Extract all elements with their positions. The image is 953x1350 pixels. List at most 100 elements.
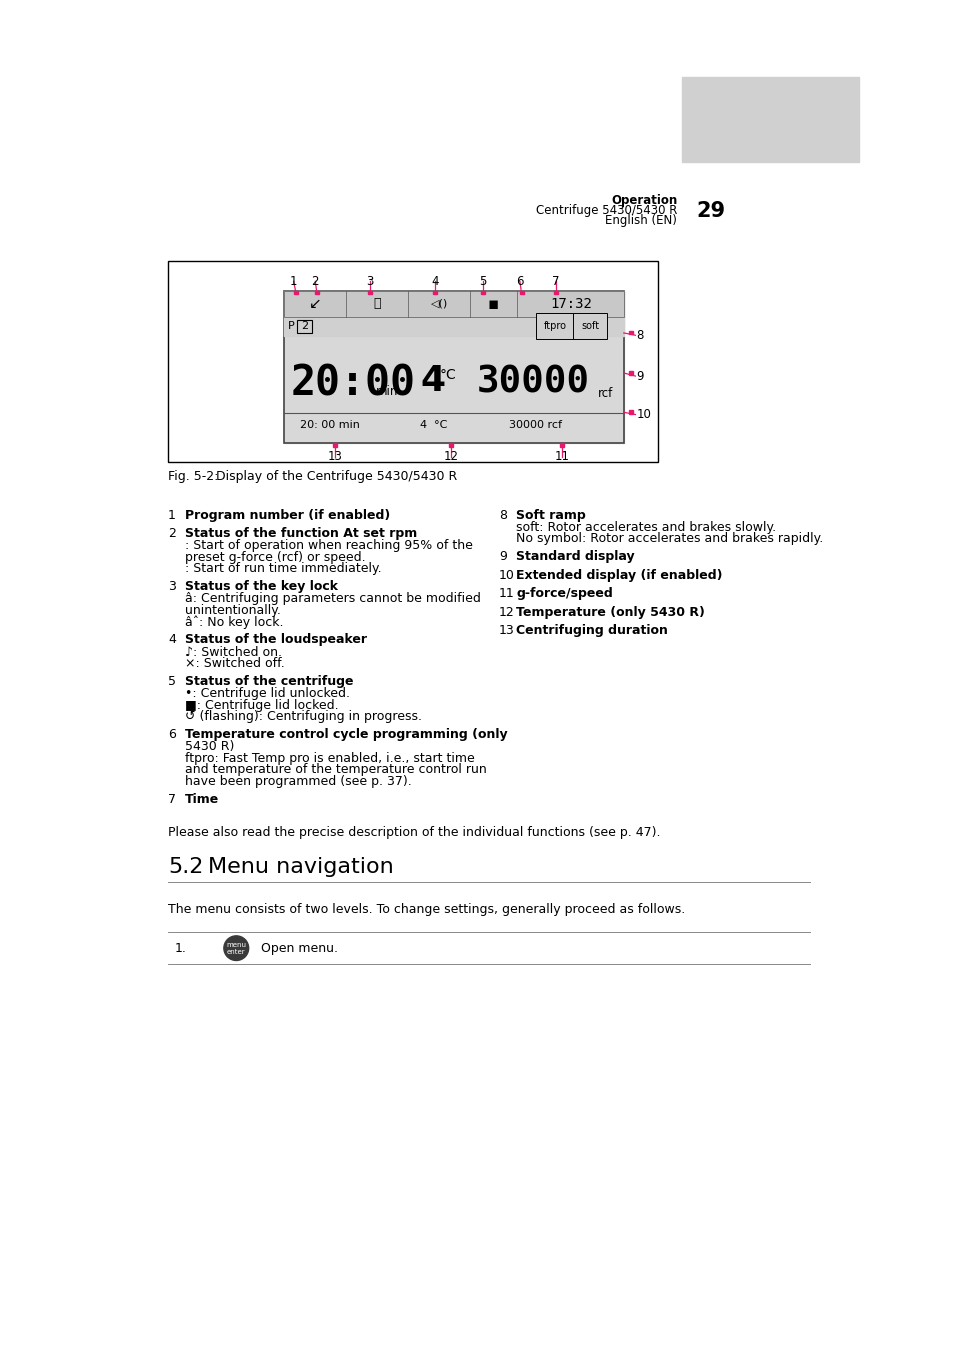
Text: Open menu.: Open menu. — [261, 942, 337, 954]
Text: °C: °C — [439, 367, 456, 382]
Circle shape — [224, 936, 249, 960]
Text: âˆ: No key lock.: âˆ: No key lock. — [185, 616, 283, 629]
Text: 29: 29 — [696, 201, 725, 221]
Text: 5.2: 5.2 — [168, 857, 203, 878]
Text: The menu consists of two levels. To change settings, generally proceed as follow: The menu consists of two levels. To chan… — [168, 903, 684, 915]
Text: 5: 5 — [168, 675, 176, 687]
Text: Temperature (only 5430 R): Temperature (only 5430 R) — [516, 606, 704, 618]
Text: 12: 12 — [443, 451, 458, 463]
Bar — [629, 371, 633, 374]
Text: Standard display: Standard display — [516, 549, 634, 563]
Bar — [168, 261, 658, 462]
Text: Status of the loudspeaker: Status of the loudspeaker — [185, 633, 367, 647]
Text: 6: 6 — [516, 275, 523, 288]
Bar — [629, 410, 633, 414]
Text: No symbol: Rotor accelerates and brakes rapidly.: No symbol: Rotor accelerates and brakes … — [516, 532, 822, 545]
Text: ftpro: ftpro — [543, 321, 566, 331]
Text: Display of the Centrifuge 5430/5430 R: Display of the Centrifuge 5430/5430 R — [216, 470, 456, 483]
Text: 3: 3 — [366, 275, 373, 288]
Bar — [368, 290, 372, 294]
Text: enter: enter — [227, 949, 245, 954]
Bar — [284, 292, 623, 317]
Bar — [480, 290, 484, 294]
Text: soft: soft — [580, 321, 598, 331]
Text: 4: 4 — [419, 363, 445, 398]
Bar — [284, 317, 623, 336]
Text: 4: 4 — [168, 633, 175, 647]
Text: 20: 00 min: 20: 00 min — [299, 420, 359, 429]
Text: Operation: Operation — [610, 194, 677, 208]
Text: 🔒: 🔒 — [374, 297, 380, 310]
Text: 11: 11 — [498, 587, 515, 599]
Text: ↙: ↙ — [309, 296, 321, 312]
Text: ◁(): ◁() — [430, 298, 448, 309]
Text: Status of the key lock: Status of the key lock — [185, 580, 337, 593]
Text: Soft ramp: Soft ramp — [516, 509, 585, 521]
Text: menu: menu — [226, 942, 246, 948]
Bar — [433, 290, 436, 294]
Bar — [681, 77, 858, 162]
Text: 5430 R): 5430 R) — [185, 740, 234, 753]
Text: 4: 4 — [431, 275, 438, 288]
Text: ⁠⁠: Start of run time immediately.: ⁠⁠: Start of run time immediately. — [185, 563, 381, 575]
Text: 8: 8 — [498, 509, 506, 521]
Text: min: min — [375, 385, 397, 398]
Text: 13: 13 — [327, 451, 342, 463]
Text: Menu navigation: Menu navigation — [208, 857, 394, 878]
Text: Extended display (if enabled): Extended display (if enabled) — [516, 568, 721, 582]
Text: preset g-force (rcf) or speed.: preset g-force (rcf) or speed. — [185, 551, 365, 564]
Text: have been programmed (see p. 37).: have been programmed (see p. 37). — [185, 775, 412, 788]
Text: 3: 3 — [168, 580, 175, 593]
Text: ⨯: Switched off.: ⨯: Switched off. — [185, 657, 285, 670]
Bar — [333, 443, 336, 447]
Bar — [559, 443, 563, 447]
Text: Fig. 5-2:: Fig. 5-2: — [168, 470, 218, 483]
Text: 8: 8 — [636, 329, 643, 342]
Text: unintentionally.: unintentionally. — [185, 603, 281, 617]
Bar — [519, 290, 523, 294]
Text: â: Centrifuging parameters cannot be modified: â: Centrifuging parameters cannot be mod… — [185, 593, 480, 605]
Text: 13: 13 — [498, 624, 515, 637]
Text: ↺ (flashing): Centrifuging in progress.: ↺ (flashing): Centrifuging in progress. — [185, 710, 421, 724]
Text: Centrifuging duration: Centrifuging duration — [516, 624, 667, 637]
Bar — [284, 292, 623, 443]
Text: g-force/speed: g-force/speed — [516, 587, 612, 599]
Text: 2: 2 — [300, 321, 308, 331]
Bar — [554, 290, 558, 294]
Text: 17:32: 17:32 — [550, 297, 592, 310]
Bar — [296, 320, 312, 333]
Text: 30000 rcf: 30000 rcf — [509, 420, 561, 429]
Bar — [284, 292, 623, 317]
Text: 6: 6 — [168, 728, 175, 741]
Text: ▪: ▪ — [487, 294, 498, 313]
Text: soft: Rotor accelerates and brakes slowly.: soft: Rotor accelerates and brakes slowl… — [516, 521, 776, 533]
Text: Status of the function At set rpm: Status of the function At set rpm — [185, 526, 417, 540]
Text: 2: 2 — [312, 275, 318, 288]
Text: 11: 11 — [554, 451, 569, 463]
Text: ⁠⁠: Start of operation when reaching 95% of the: ⁠⁠: Start of operation when reaching 95%… — [185, 539, 473, 552]
Bar — [449, 443, 453, 447]
Text: 9: 9 — [498, 549, 506, 563]
Text: 12: 12 — [498, 606, 515, 618]
Bar — [294, 290, 298, 294]
Text: •: Centrifuge lid unlocked.: •: Centrifuge lid unlocked. — [185, 687, 350, 701]
Text: Status of the centrifuge: Status of the centrifuge — [185, 675, 354, 687]
Text: 10: 10 — [636, 408, 650, 421]
Text: ftpro: Fast Temp pro is enabled, i.e., start time: ftpro: Fast Temp pro is enabled, i.e., s… — [185, 752, 475, 765]
Text: 1: 1 — [290, 275, 297, 288]
Text: 1.: 1. — [174, 942, 186, 954]
Text: and temperature of the temperature control run: and temperature of the temperature contr… — [185, 763, 486, 776]
Text: 4  °C: 4 °C — [419, 420, 447, 429]
Text: 7: 7 — [168, 792, 176, 806]
Text: Centrifuge 5430/5430 R: Centrifuge 5430/5430 R — [536, 204, 677, 217]
Text: Please also read the precise description of the individual functions (see p. 47): Please also read the precise description… — [168, 826, 659, 838]
Text: Program number (if enabled): Program number (if enabled) — [185, 509, 390, 521]
Text: 10: 10 — [498, 568, 515, 582]
Bar — [629, 331, 633, 335]
Text: 5: 5 — [478, 275, 486, 288]
Bar — [315, 290, 319, 294]
Text: 7: 7 — [551, 275, 558, 288]
Text: 9: 9 — [636, 370, 643, 382]
Text: 2: 2 — [168, 526, 175, 540]
Text: 1: 1 — [168, 509, 175, 521]
